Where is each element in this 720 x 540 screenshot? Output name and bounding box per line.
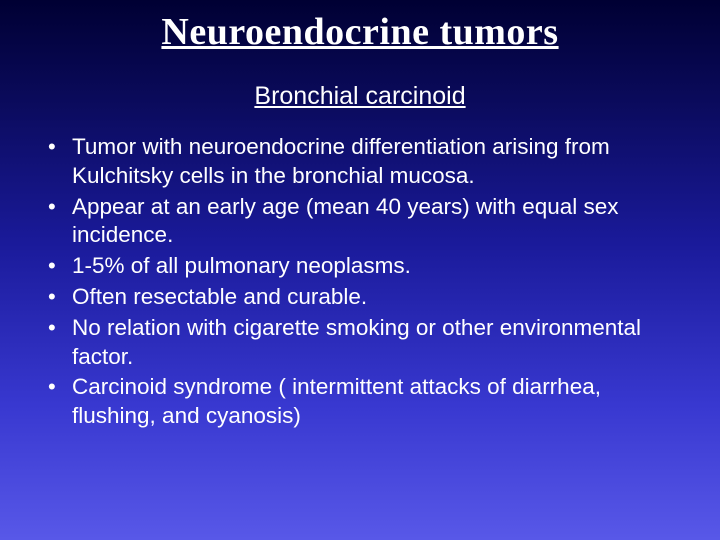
list-item: Tumor with neuroendocrine differentiatio… [48, 133, 690, 191]
slide-container: Neuroendocrine tumors Bronchial carcinoi… [0, 0, 720, 540]
bullet-list: Tumor with neuroendocrine differentiatio… [30, 133, 690, 431]
slide-subtitle: Bronchial carcinoid [30, 82, 690, 111]
list-item: 1-5% of all pulmonary neoplasms. [48, 252, 690, 281]
list-item: Often resectable and curable. [48, 283, 690, 312]
list-item: No relation with cigarette smoking or ot… [48, 314, 690, 372]
list-item: Carcinoid syndrome ( intermittent attack… [48, 373, 690, 431]
list-item: Appear at an early age (mean 40 years) w… [48, 193, 690, 251]
slide-title: Neuroendocrine tumors [30, 10, 690, 54]
